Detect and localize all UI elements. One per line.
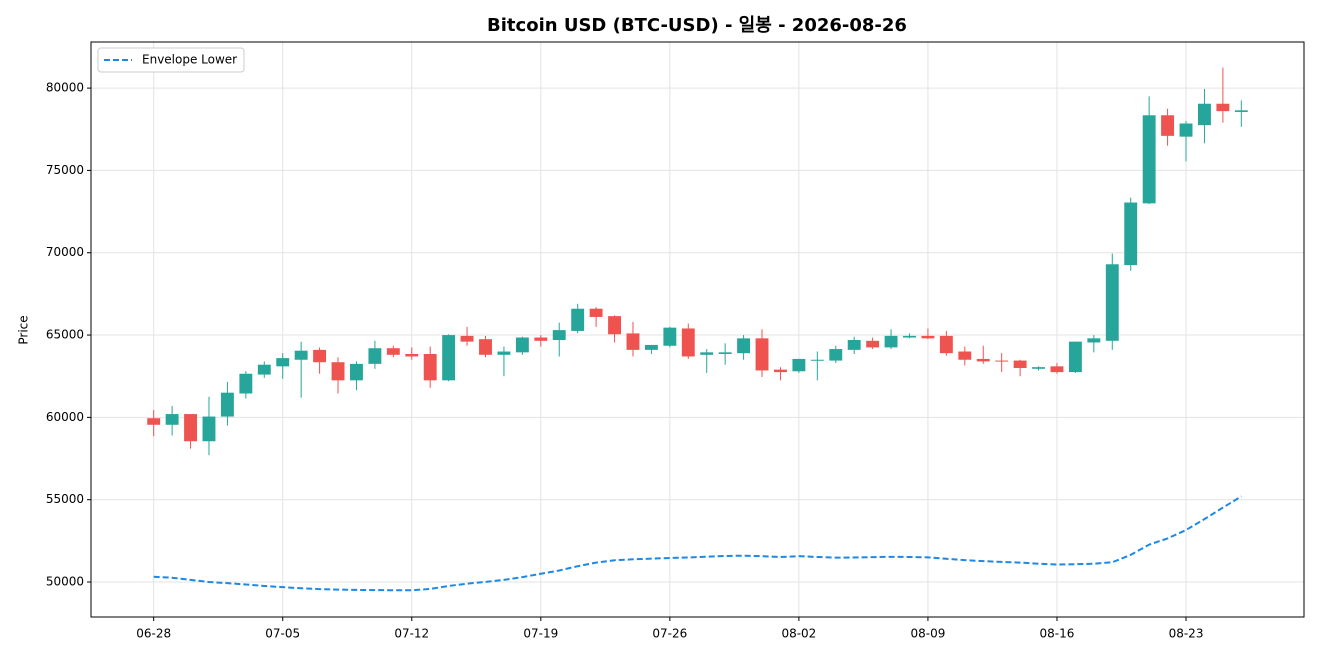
x-tick-label: 08-16 xyxy=(1040,627,1075,641)
candle-body xyxy=(939,335,953,354)
candle-body xyxy=(276,358,290,367)
candle-body xyxy=(571,308,585,331)
candle-body xyxy=(1198,103,1211,126)
candle-body xyxy=(976,358,990,362)
x-tick-label: 08-23 xyxy=(1169,627,1204,641)
candle-body xyxy=(220,392,234,417)
candle-body xyxy=(313,349,327,363)
candle-body xyxy=(1013,360,1027,368)
candle-body xyxy=(331,362,345,381)
legend: Envelope Lower xyxy=(97,47,245,73)
x-tick-label: 07-05 xyxy=(265,627,300,641)
y-tick-label: 65000 xyxy=(46,328,84,342)
candle-body xyxy=(626,333,640,350)
y-tick-label: 55000 xyxy=(46,492,84,506)
candle-body xyxy=(681,328,695,357)
candle-body xyxy=(810,359,824,361)
candle-body xyxy=(718,352,732,354)
y-tick-label: 75000 xyxy=(46,163,84,177)
y-tick-label: 80000 xyxy=(46,81,84,95)
candle-body xyxy=(608,316,621,335)
y-tick-label: 60000 xyxy=(46,410,84,424)
candle-body xyxy=(350,363,363,381)
candle-body xyxy=(792,358,806,372)
candle-body xyxy=(1032,367,1045,369)
y-tick-label: 50000 xyxy=(46,575,84,589)
candle-body xyxy=(866,340,880,348)
x-tick-label: 06-28 xyxy=(136,627,171,641)
line-series xyxy=(153,495,1242,592)
candle-body xyxy=(1124,202,1138,266)
candle-body xyxy=(737,338,751,354)
y-tick-label: 70000 xyxy=(46,245,84,259)
candle-body xyxy=(552,330,566,340)
x-tick-label: 07-26 xyxy=(652,627,687,641)
candle-body xyxy=(774,369,787,373)
candle-body xyxy=(202,416,216,442)
candle-body xyxy=(368,348,382,364)
candle-body xyxy=(386,348,400,355)
candle-body xyxy=(184,414,197,442)
candle-body xyxy=(497,351,511,355)
candle-body xyxy=(1068,341,1082,373)
candle-body xyxy=(1161,115,1175,136)
candle-body xyxy=(1050,366,1064,373)
candle-body xyxy=(847,339,861,350)
x-tick-label: 07-19 xyxy=(523,627,558,641)
legend-label: Envelope Lower xyxy=(142,53,237,67)
candle-body xyxy=(1179,123,1193,137)
candle-body xyxy=(995,360,1009,362)
candle-body xyxy=(1142,115,1156,204)
x-tick-label: 08-02 xyxy=(781,627,816,641)
candle-body xyxy=(405,353,419,357)
candle-body xyxy=(165,414,179,425)
candle-body xyxy=(239,373,253,394)
x-tick-label: 07-12 xyxy=(394,627,429,641)
candle-body xyxy=(1216,103,1230,112)
candle-body xyxy=(534,337,548,341)
candle-body xyxy=(589,308,603,317)
candle-body xyxy=(442,335,456,381)
candle-body xyxy=(147,418,161,425)
candle-body xyxy=(903,335,916,338)
candle-body xyxy=(515,337,529,353)
candle-body xyxy=(1234,110,1248,112)
candle-body xyxy=(884,335,898,348)
candle-body xyxy=(829,349,843,361)
plot-frame xyxy=(90,41,1305,618)
candle-body xyxy=(921,335,935,339)
candle-body xyxy=(1105,264,1119,341)
chart-title: Bitcoin USD (BTC-USD) - 일봉 - 2026-08-26 xyxy=(487,15,907,36)
candle-body xyxy=(1087,338,1101,343)
candle-body xyxy=(700,352,714,355)
candle-body xyxy=(423,353,437,381)
candle-body xyxy=(663,327,677,346)
candle-body xyxy=(755,338,769,371)
candle-body xyxy=(958,351,972,360)
candle-body xyxy=(257,364,271,375)
candle-body xyxy=(294,350,308,360)
x-tick-label: 08-09 xyxy=(910,627,945,641)
candle-body xyxy=(460,335,474,342)
legend-box xyxy=(97,47,245,73)
y-axis-label: Price xyxy=(17,315,31,344)
candle-body xyxy=(644,344,658,350)
candle-body xyxy=(479,339,492,355)
